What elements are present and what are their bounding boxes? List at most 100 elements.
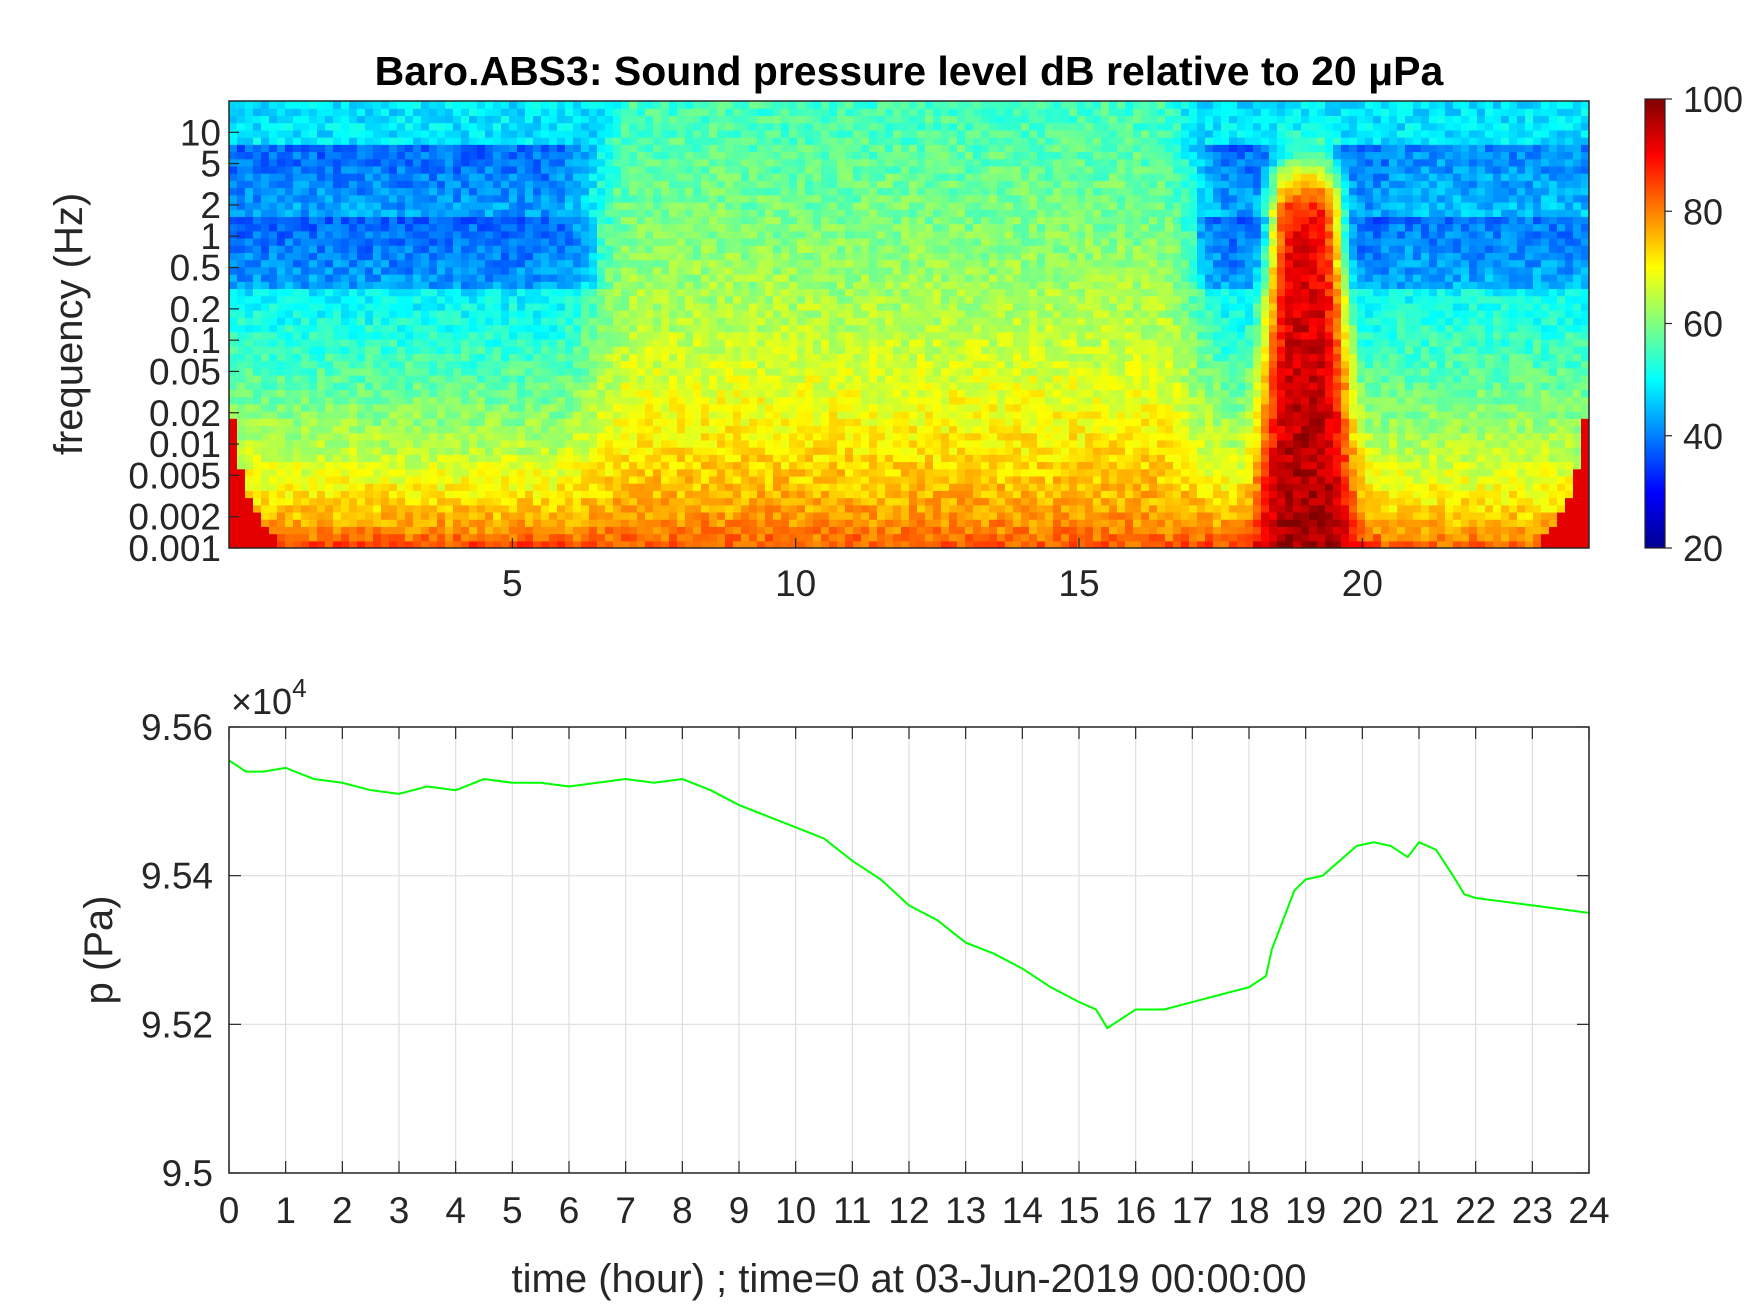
spectrogram-cell bbox=[309, 274, 318, 282]
spectrogram-cell bbox=[581, 367, 590, 376]
spectrogram-cell bbox=[853, 382, 862, 390]
spectrogram-cell bbox=[749, 483, 758, 491]
spectrogram-cell bbox=[693, 194, 702, 203]
spectrogram-cell bbox=[805, 418, 814, 427]
spectrogram-cell bbox=[453, 194, 462, 203]
spectrogram-cell bbox=[677, 266, 686, 275]
spectrogram-cell bbox=[381, 230, 390, 239]
spectrogram-cell bbox=[293, 252, 302, 261]
spectrogram-cell bbox=[837, 129, 846, 138]
spectrogram-cell bbox=[557, 108, 566, 117]
spectrogram-cell bbox=[445, 490, 454, 499]
spectrogram-cell bbox=[461, 295, 470, 304]
spectrogram-cell bbox=[309, 223, 318, 232]
spectrogram-cell bbox=[357, 483, 366, 491]
spectrogram-cell bbox=[477, 223, 486, 232]
spectrogram-cell bbox=[701, 122, 710, 131]
spectrogram-cell bbox=[829, 324, 838, 333]
spectrogram-cell bbox=[709, 137, 718, 145]
spectrogram-cell bbox=[461, 447, 470, 455]
spectrogram-cell bbox=[565, 454, 574, 463]
spectrogram-cell bbox=[533, 252, 542, 261]
spectrogram-cell bbox=[661, 497, 670, 506]
spectrogram-cell bbox=[317, 504, 326, 513]
spectrogram-cell bbox=[285, 223, 294, 232]
spectrogram-cell bbox=[629, 540, 638, 548]
spectrogram-cell bbox=[637, 180, 646, 189]
spectrogram-cell bbox=[381, 259, 390, 268]
spectrogram-cell bbox=[637, 338, 646, 347]
spectrogram-cell bbox=[229, 353, 238, 362]
spectrogram-cell bbox=[573, 360, 582, 369]
spectrogram-cell bbox=[397, 382, 406, 390]
spectrogram-cell bbox=[709, 194, 718, 203]
spectrogram-cell bbox=[301, 468, 310, 477]
spectrogram-cell bbox=[389, 173, 398, 181]
spectrogram-cell bbox=[589, 151, 598, 160]
spectrogram-cell bbox=[709, 411, 718, 419]
spectrogram-cell bbox=[717, 468, 726, 477]
spectrogram-cell bbox=[677, 511, 686, 520]
spectrogram-cell bbox=[517, 230, 526, 239]
spectrogram-cell bbox=[445, 468, 454, 477]
spectrogram-cell bbox=[253, 288, 262, 297]
spectrogram-cell bbox=[309, 129, 318, 138]
spectrogram-cell bbox=[861, 129, 870, 138]
spectrogram-cell bbox=[541, 468, 550, 477]
spectrogram-cell bbox=[797, 374, 806, 383]
spectrogram-cell bbox=[357, 497, 366, 506]
spectrogram-cell bbox=[253, 108, 262, 117]
spectrogram-cell bbox=[837, 122, 846, 131]
spectrogram-cell bbox=[309, 490, 318, 499]
spectrogram-cell bbox=[333, 115, 342, 124]
spectrogram-cell bbox=[317, 151, 326, 160]
spectrogram-cell bbox=[581, 101, 590, 109]
spectrogram-cell bbox=[413, 389, 422, 398]
spectrogram-cell bbox=[813, 461, 822, 470]
spectrogram-cell bbox=[861, 173, 870, 181]
spectrogram-cell bbox=[677, 324, 686, 333]
spectrogram-cell bbox=[253, 504, 262, 513]
spectrogram-cell bbox=[637, 324, 646, 333]
spectrogram-cell bbox=[709, 338, 718, 347]
spectrogram-cell bbox=[381, 151, 390, 160]
spectrogram-cell bbox=[861, 302, 870, 311]
spectrogram-cell bbox=[461, 346, 470, 354]
spectrogram-cell bbox=[869, 374, 878, 383]
spectrogram-cell bbox=[341, 483, 350, 491]
spectrogram-cell bbox=[445, 338, 454, 347]
spectrogram-cell bbox=[573, 173, 582, 181]
spectrogram-cell bbox=[701, 266, 710, 275]
spectrogram-cell bbox=[813, 252, 822, 261]
spectrogram-cell bbox=[717, 389, 726, 398]
spectrogram-cell bbox=[605, 158, 614, 167]
spectrogram-cell bbox=[853, 187, 862, 196]
spectrogram-cell bbox=[701, 490, 710, 499]
spectrogram-panel: Baro.ABS3: Sound pressure level dB relat… bbox=[47, 48, 1590, 604]
spectrogram-cell bbox=[349, 122, 358, 131]
spectrogram-cell bbox=[669, 519, 678, 527]
spectrogram-cell bbox=[237, 266, 246, 275]
spectrogram-cell bbox=[613, 274, 622, 282]
spectrogram-cell bbox=[869, 475, 878, 484]
spectrogram-cell bbox=[549, 396, 558, 405]
spectrogram-cell bbox=[629, 360, 638, 369]
spectrogram-cell bbox=[389, 483, 398, 491]
spectrogram-cell bbox=[285, 122, 294, 131]
spectrogram-cell bbox=[405, 374, 414, 383]
spectrogram-cell bbox=[549, 281, 558, 290]
spectrogram-cell bbox=[613, 288, 622, 297]
spectrogram-cell bbox=[389, 201, 398, 210]
spectrogram-cell bbox=[389, 180, 398, 189]
spectrogram-cell bbox=[453, 165, 462, 174]
spectrogram-cell bbox=[781, 497, 790, 506]
spectrogram-cell bbox=[685, 382, 694, 390]
spectrogram-cell bbox=[621, 281, 630, 290]
spectrogram-cell bbox=[317, 108, 326, 117]
spectrogram-cell bbox=[453, 540, 462, 548]
spectrogram-cell bbox=[421, 165, 430, 174]
spectrogram-cell bbox=[341, 454, 350, 463]
spectrogram-cell bbox=[813, 411, 822, 419]
spectrogram-cell bbox=[469, 439, 478, 448]
spectrogram-cell bbox=[301, 374, 310, 383]
